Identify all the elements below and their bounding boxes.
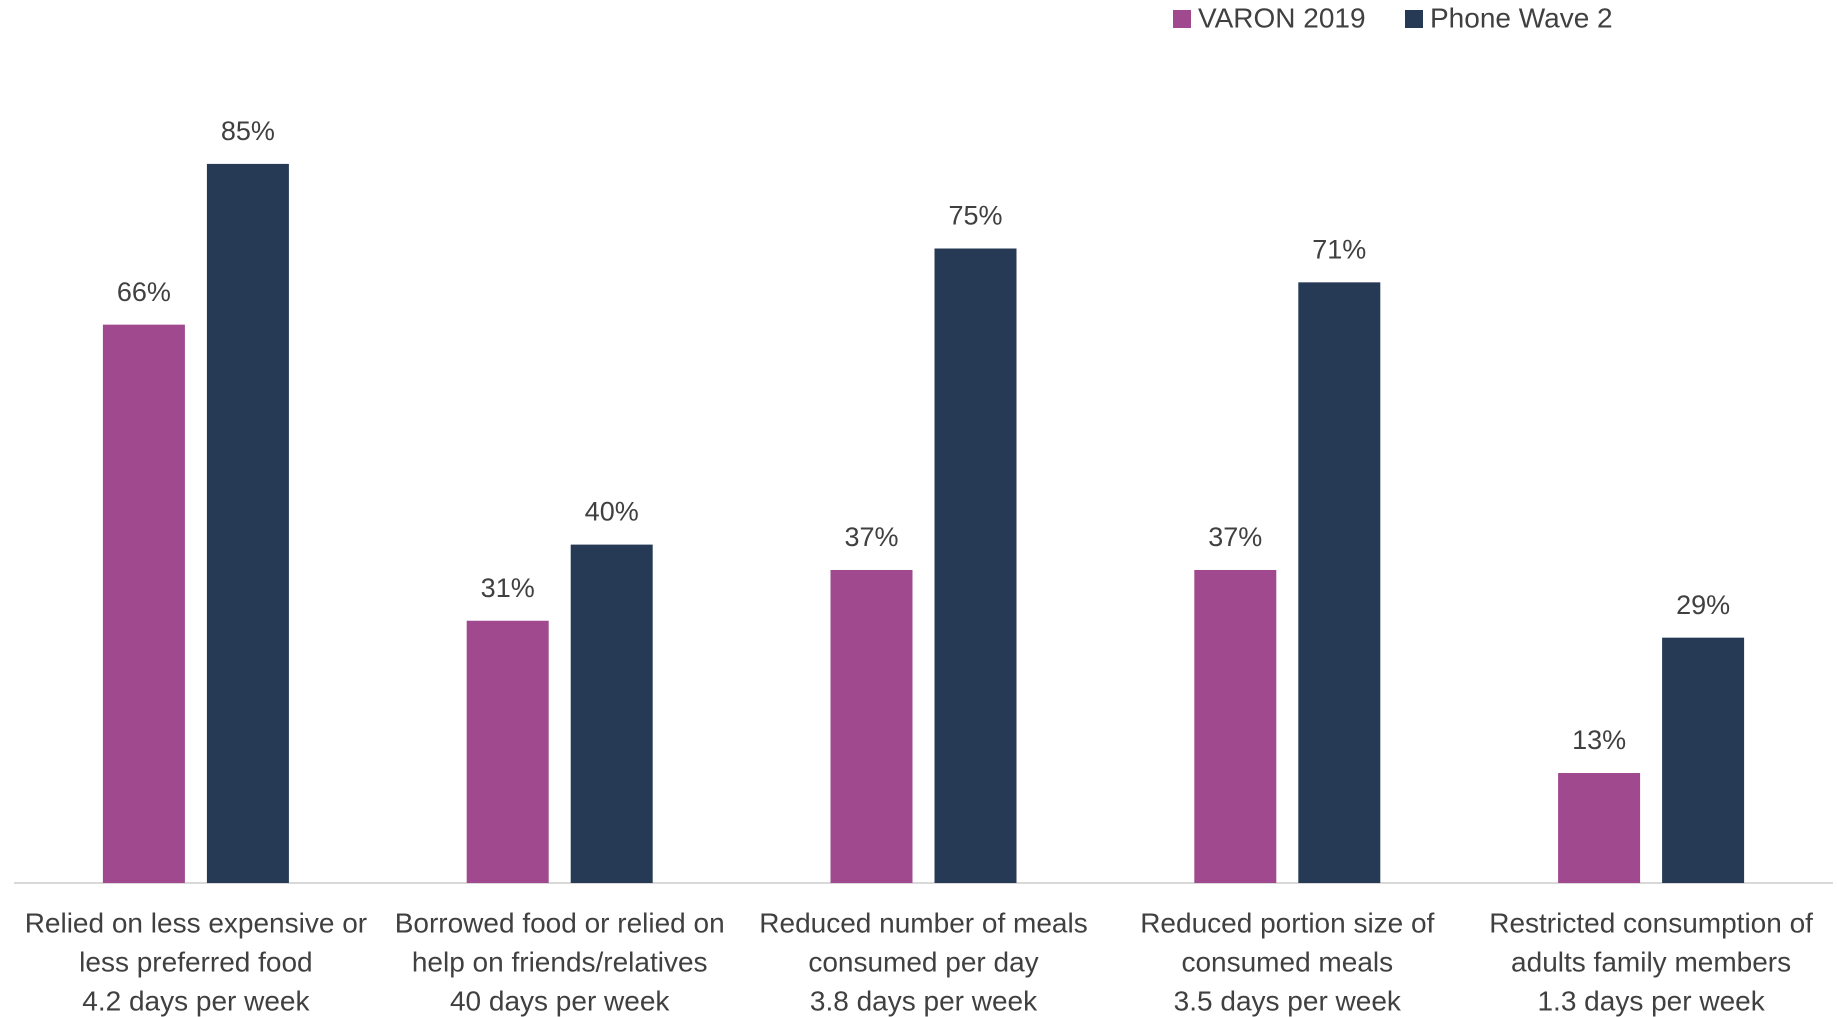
value-label: 29% bbox=[1676, 590, 1730, 620]
legend-swatch bbox=[1173, 10, 1191, 28]
legend-label: Phone Wave 2 bbox=[1430, 2, 1613, 33]
bar bbox=[1558, 773, 1641, 883]
bar bbox=[1298, 282, 1381, 884]
x-tick-label: Restricted consumption of bbox=[1489, 907, 1813, 938]
x-tick-label: 40 days per week bbox=[450, 985, 670, 1016]
value-label: 40% bbox=[585, 497, 639, 527]
bar bbox=[830, 569, 913, 883]
value-label: 75% bbox=[948, 201, 1002, 231]
value-label: 66% bbox=[117, 277, 171, 307]
bar bbox=[466, 620, 549, 883]
bar bbox=[934, 248, 1017, 883]
x-tick-label: adults family members bbox=[1511, 946, 1791, 977]
x-tick-label: Relied on less expensive or bbox=[25, 907, 367, 938]
x-tick-label: consumed meals bbox=[1181, 946, 1393, 977]
x-tick-label: 3.8 days per week bbox=[810, 985, 1038, 1016]
value-label: 37% bbox=[844, 522, 898, 552]
bar bbox=[1194, 569, 1277, 883]
value-label: 31% bbox=[481, 573, 535, 603]
x-tick-label: Reduced number of meals bbox=[759, 907, 1087, 938]
x-tick-label: consumed per day bbox=[808, 946, 1038, 977]
value-label: 71% bbox=[1312, 234, 1366, 264]
bar bbox=[102, 324, 185, 883]
bar bbox=[570, 544, 653, 883]
x-tick-label: 4.2 days per week bbox=[82, 985, 310, 1016]
value-label: 13% bbox=[1572, 725, 1626, 755]
legend-label: VARON 2019 bbox=[1198, 2, 1366, 33]
value-label: 37% bbox=[1208, 522, 1262, 552]
x-tick-label: 1.3 days per week bbox=[1537, 985, 1765, 1016]
x-tick-label: 3.5 days per week bbox=[1174, 985, 1402, 1016]
value-label: 85% bbox=[221, 116, 275, 146]
x-tick-label: Reduced portion size of bbox=[1140, 907, 1434, 938]
x-tick-label: less preferred food bbox=[79, 946, 312, 977]
x-tick-label: help on friends/relatives bbox=[412, 946, 708, 977]
x-tick-label: Borrowed food or relied on bbox=[395, 907, 725, 938]
bar bbox=[206, 163, 289, 883]
legend-swatch bbox=[1405, 10, 1423, 28]
bar bbox=[1662, 637, 1745, 883]
